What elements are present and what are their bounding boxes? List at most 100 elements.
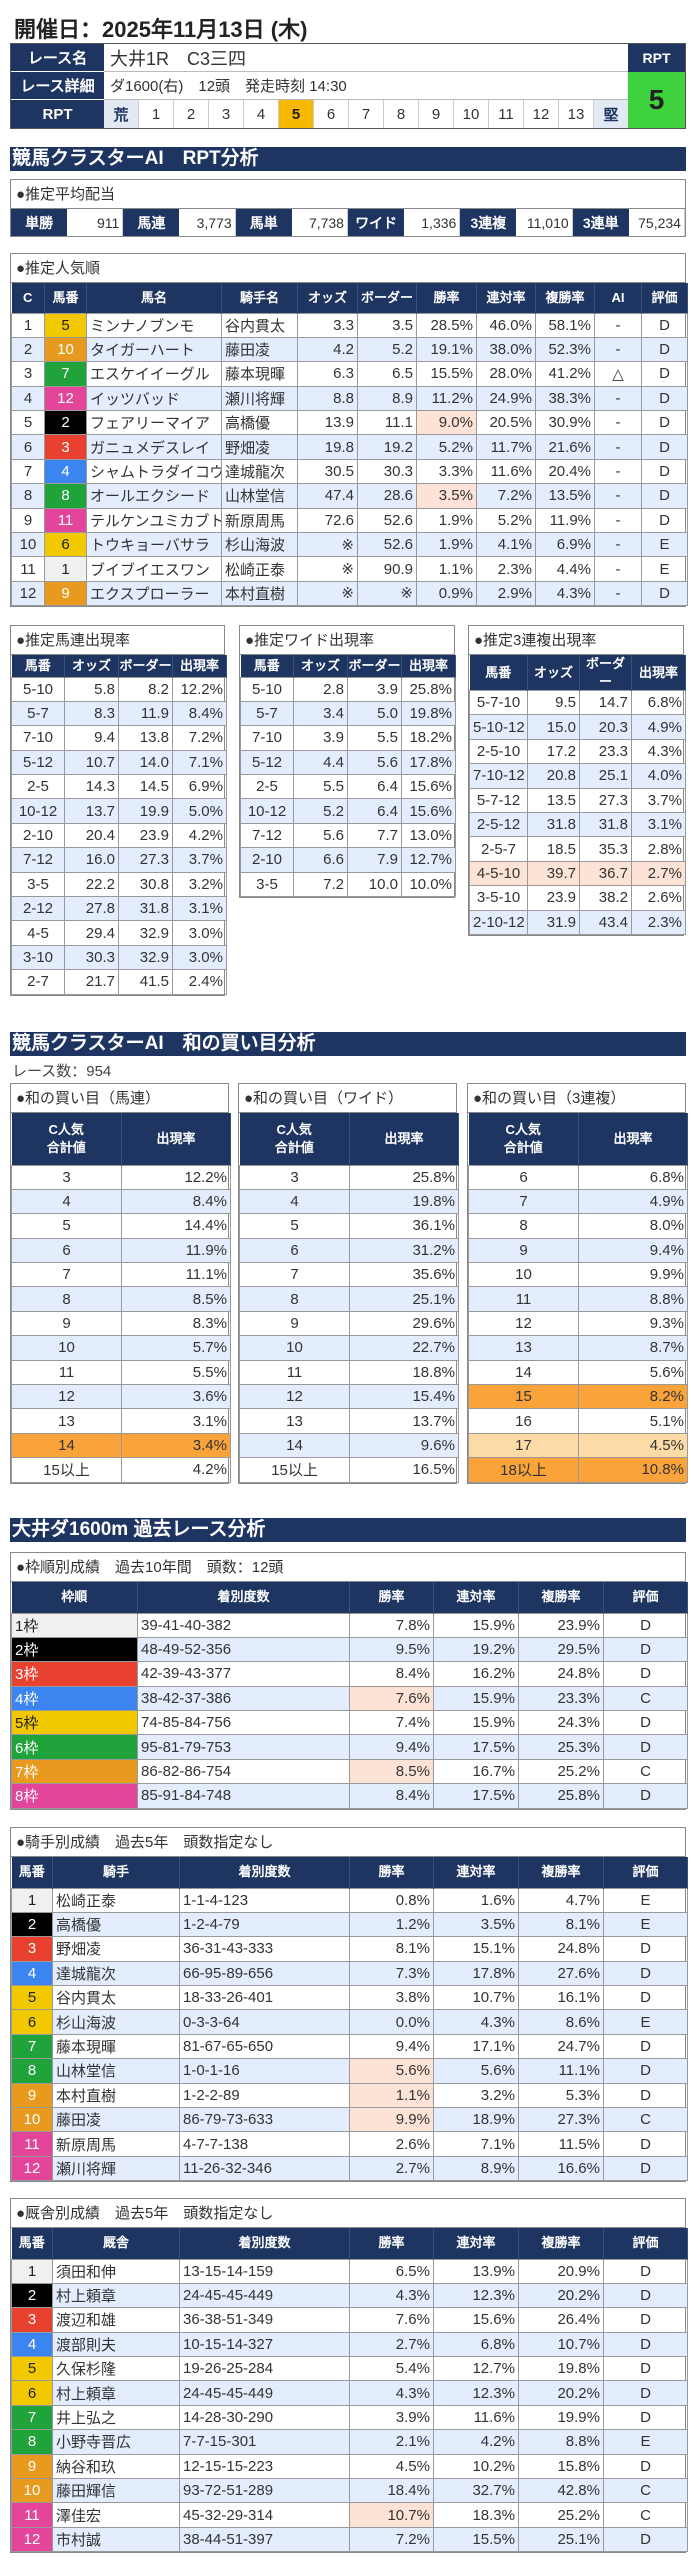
table-cell: タイガーハート bbox=[86, 336, 222, 363]
frame-color-cell: 10 bbox=[11, 2107, 53, 2133]
table-cell: 1-2-2-89 bbox=[179, 2082, 350, 2109]
table-cell: 36.7 bbox=[579, 860, 632, 887]
table-cell: 23.3 bbox=[579, 738, 632, 765]
table-cell: 18.3% bbox=[433, 2502, 519, 2528]
rpt-scale-cell: 1 bbox=[139, 100, 174, 128]
table-row: 9 8.3% bbox=[11, 1310, 231, 1337]
table-cell: D bbox=[603, 2082, 688, 2109]
table-cell: 20.2% bbox=[518, 2282, 604, 2309]
table-cell: 7-10-12 bbox=[469, 763, 528, 789]
column-header: オッズ bbox=[527, 655, 580, 691]
table-cell: 19.9% bbox=[518, 2404, 604, 2431]
table-cell: 3-10 bbox=[11, 944, 65, 971]
table-row: 3 25.8% bbox=[239, 1164, 459, 1190]
table-cell: △ bbox=[594, 361, 642, 387]
table-cell: D bbox=[641, 580, 688, 607]
table-cell: - bbox=[594, 532, 642, 558]
table-cell: 25.3% bbox=[518, 1734, 604, 1760]
frame-color-cell: 10 bbox=[11, 2478, 53, 2504]
table-cell: 谷内貫太 bbox=[52, 1985, 180, 2011]
table-cell: 15.6% bbox=[433, 2307, 519, 2333]
table-cell: 18.5 bbox=[527, 836, 580, 862]
table-cell: 5.0% bbox=[172, 798, 227, 824]
table-cell: ミンナノブンモ bbox=[86, 312, 222, 338]
rpt-scale-cell: 11 bbox=[489, 100, 524, 128]
table-cell: 杉山海波 bbox=[221, 532, 298, 558]
table-row: 15以上 4.2% bbox=[11, 1457, 231, 1483]
table-cell: 16.1% bbox=[518, 1985, 604, 2011]
table-cell: ※ bbox=[357, 580, 417, 607]
frame-color-cell: 7 bbox=[44, 361, 87, 387]
frame-color-cell: 8 bbox=[44, 483, 87, 509]
table-cell: 5.1% bbox=[578, 1408, 688, 1434]
table-cell: 72.6 bbox=[297, 507, 358, 534]
column-header: オッズ bbox=[297, 283, 358, 313]
table-row: 13 13.7% bbox=[239, 1408, 459, 1434]
frame-color-cell: 2 bbox=[44, 410, 87, 436]
table-cell: 17.1% bbox=[433, 2033, 519, 2060]
table-row: 7-12 5.6 7.7 13.0% bbox=[240, 822, 456, 849]
payout-value: 911 bbox=[67, 209, 124, 236]
frame-color-cell: 6枠 bbox=[11, 1734, 138, 1760]
table-cell: 9.5% bbox=[349, 1636, 434, 1663]
table-cell: D bbox=[603, 2131, 688, 2157]
table-cell: 5 bbox=[239, 1213, 350, 1239]
table-cell: 24.7% bbox=[518, 2033, 604, 2060]
table-cell: 8.3% bbox=[121, 1310, 231, 1337]
table-cell: 17.5% bbox=[433, 1734, 519, 1760]
table-cell: 3.1% bbox=[172, 896, 227, 922]
column-header: 出現率 bbox=[349, 1113, 459, 1165]
table-cell: 18以上 bbox=[468, 1457, 579, 1483]
table-cell: 12.3% bbox=[433, 2282, 519, 2309]
table-cell: 43.4 bbox=[579, 909, 632, 936]
table-cell: 93-72-51-289 bbox=[179, 2478, 350, 2504]
table-cell: 納谷和玖 bbox=[52, 2453, 180, 2480]
frame-color-cell: 6 bbox=[11, 2009, 53, 2035]
table-row: 3-5 7.2 10.0 10.0% bbox=[240, 871, 456, 898]
table-cell: 24.8% bbox=[518, 1936, 604, 1962]
table-cell: 8 bbox=[239, 1286, 350, 1312]
table-cell: 19.1% bbox=[416, 336, 477, 363]
table-cell: 19.9 bbox=[118, 798, 173, 824]
column-header: 出現率 bbox=[172, 655, 227, 677]
umaren-panel: ●推定馬連出現率 馬番 オッズ ボーダー 出現率 5-10 5.8 8.2 12.2% 5-7 8.… bbox=[10, 625, 227, 996]
table-cell: - bbox=[594, 410, 642, 436]
table-cell: 14 bbox=[468, 1359, 579, 1386]
table-cell: 9.4% bbox=[578, 1237, 688, 1264]
sum-sanrenpuku-panel: ●和の買い目（3連複） C人気 合計値 出現率 6 6.8% 7 4.9% 8 8.0% 9 9.4… bbox=[467, 1083, 688, 1484]
table-cell: 小野寺晋広 bbox=[52, 2429, 180, 2455]
table-cell: 3-5 bbox=[240, 871, 294, 898]
table-cell: 14.3 bbox=[64, 774, 119, 800]
table-cell: 6.6 bbox=[293, 847, 348, 873]
header-row: 馬番 オッズ ボーダー 出現率 bbox=[469, 655, 686, 691]
table-cell: 15.1% bbox=[433, 1936, 519, 1962]
table-cell: 5-12 bbox=[11, 749, 65, 776]
table-cell: 9 bbox=[11, 1310, 122, 1337]
table-cell: 12 bbox=[11, 580, 45, 607]
data-table: C人気 合計値 出現率 6 6.8% 7 4.9% 8 8.0% 9 9.4% 10 9.9% 11 8.… bbox=[468, 1113, 688, 1483]
table-cell: 6 bbox=[239, 1237, 350, 1264]
table-row: 2-5-7 18.5 35.3 2.8% bbox=[469, 836, 686, 862]
table-cell: 13 bbox=[468, 1335, 579, 1361]
table-row: 6 6.8% bbox=[468, 1164, 688, 1190]
table-row: 2枠 48-49-52-356 9.5% 19.2% 29.5% D bbox=[11, 1636, 688, 1663]
table-cell: 6.8% bbox=[433, 2331, 519, 2358]
table-cell: 2.6% bbox=[631, 885, 686, 911]
payout-value: 1,336 bbox=[404, 209, 461, 236]
table-cell: 31.8 bbox=[118, 896, 173, 922]
race-name-label: レース名 bbox=[11, 44, 104, 72]
data-table: C人気 合計値 出現率 3 25.8% 4 19.8% 5 36.1% 6 31.2% 7 35.6%… bbox=[239, 1113, 459, 1483]
table-cell: - bbox=[594, 336, 642, 363]
table-cell: 8.6% bbox=[518, 2009, 604, 2035]
table-cell: E bbox=[603, 1911, 688, 1938]
header-row: 枠順 着別度数 勝率 連対率 複勝率 評価 bbox=[11, 1582, 688, 1613]
table-row: 2 高橋優 1-2-4-79 1.2% 3.5% 8.1% E bbox=[11, 1911, 688, 1938]
table-row: 5-10 5.8 8.2 12.2% bbox=[11, 676, 227, 702]
payout-title: ●推定平均配当 bbox=[11, 180, 685, 209]
table-row: 8 8 オールエクシード 山林堂信 47.4 28.6 3.5% 7.2% 13.5% - D bbox=[11, 483, 688, 509]
table-cell: 4.3% bbox=[349, 2282, 434, 2309]
column-header: ボーダー bbox=[118, 655, 173, 677]
table-cell: 8.5% bbox=[349, 1758, 434, 1785]
table-cell: 2.7% bbox=[631, 860, 686, 887]
table-cell: 10-12 bbox=[240, 798, 294, 824]
